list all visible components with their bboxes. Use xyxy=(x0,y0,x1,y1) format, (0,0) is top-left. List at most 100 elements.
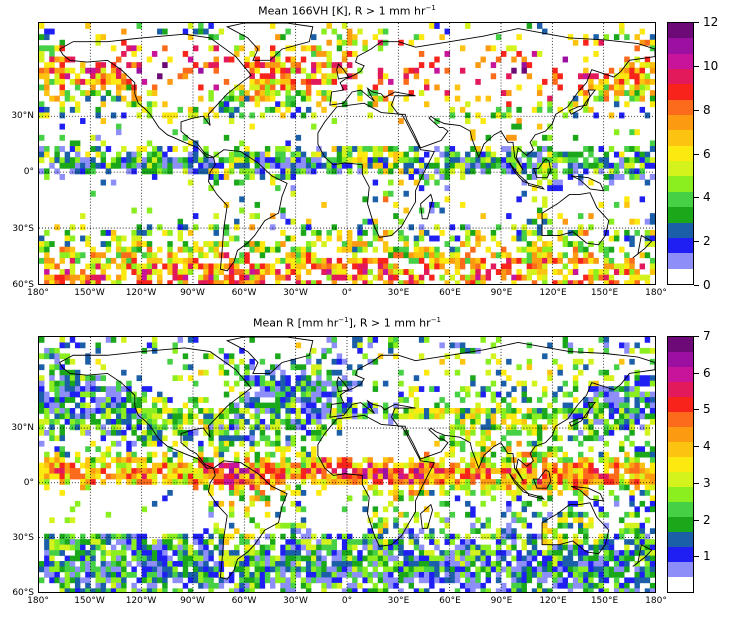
value-cell xyxy=(228,157,235,164)
value-cell xyxy=(151,479,158,485)
value-cell xyxy=(105,73,112,80)
value-cell xyxy=(382,544,389,551)
value-cell xyxy=(126,257,132,264)
value-cell xyxy=(105,566,112,573)
value-cell xyxy=(259,95,266,102)
value-cell xyxy=(480,533,486,540)
value-cell xyxy=(244,555,250,562)
value-cell xyxy=(326,457,332,463)
value-cell xyxy=(95,134,101,141)
value-cell xyxy=(249,588,255,592)
value-cell xyxy=(44,62,50,69)
value-cell xyxy=(608,168,615,175)
value-cell xyxy=(259,566,266,573)
value-cell xyxy=(172,561,178,567)
value-cell xyxy=(593,479,599,485)
value-cell xyxy=(316,375,322,382)
value-cell xyxy=(151,337,158,343)
value-cell xyxy=(634,418,640,425)
value-cell xyxy=(372,246,379,253)
value-cell xyxy=(547,218,553,225)
value-cell xyxy=(490,391,497,398)
value-cell xyxy=(516,571,522,578)
value-cell xyxy=(290,67,296,74)
value-cell xyxy=(536,179,543,186)
value-cell xyxy=(588,561,594,567)
value-cell xyxy=(490,263,497,270)
value-cell xyxy=(521,555,527,562)
value-cell xyxy=(382,561,389,567)
value-cell xyxy=(316,101,322,108)
value-cell xyxy=(516,408,522,414)
value-cell xyxy=(495,424,502,431)
value-cell xyxy=(644,39,651,46)
value-cell xyxy=(326,23,332,29)
value-cell xyxy=(393,506,399,513)
value-cell xyxy=(259,174,266,180)
value-cell xyxy=(275,364,281,371)
value-cell xyxy=(59,174,65,180)
value-cell xyxy=(213,224,219,231)
value-cell xyxy=(526,424,533,431)
value-cell xyxy=(619,528,625,535)
value-cell xyxy=(552,179,558,186)
value-cell xyxy=(126,151,132,158)
value-cell xyxy=(290,151,296,158)
value-cell xyxy=(146,408,153,414)
value-cell xyxy=(100,274,107,281)
value-cell xyxy=(377,39,384,46)
value-cell xyxy=(613,90,620,97)
value-cell xyxy=(608,566,615,573)
value-cell xyxy=(485,446,492,453)
value-cell xyxy=(141,229,148,236)
value-cell xyxy=(172,588,178,592)
value-cell xyxy=(624,162,630,169)
value-cell xyxy=(44,408,50,414)
value-cell xyxy=(644,229,651,236)
value-cell xyxy=(459,263,466,270)
value-cell xyxy=(234,106,240,113)
value-cell xyxy=(80,375,86,382)
value-cell xyxy=(331,369,338,376)
value-cell xyxy=(116,566,122,573)
value-cell xyxy=(357,28,363,35)
value-cell xyxy=(357,571,363,578)
value-cell xyxy=(475,235,481,242)
value-cell xyxy=(177,571,184,578)
value-cell xyxy=(485,134,492,141)
value-cell xyxy=(64,246,71,253)
value-cell xyxy=(367,342,373,349)
value-cell xyxy=(398,252,404,259)
value-cell xyxy=(182,571,189,578)
value-cell xyxy=(424,252,430,259)
value-cell xyxy=(347,479,353,485)
value-cell xyxy=(141,106,148,113)
value-cell xyxy=(177,479,184,485)
value-cell xyxy=(100,550,107,556)
value-cell xyxy=(578,90,584,97)
value-cell xyxy=(613,500,620,507)
value-cell xyxy=(316,577,322,584)
value-cell xyxy=(336,582,343,589)
value-cell xyxy=(362,168,368,175)
value-cell xyxy=(613,269,620,275)
value-cell xyxy=(531,413,538,420)
value-cell xyxy=(172,413,178,420)
value-cell xyxy=(59,56,65,63)
value-cell xyxy=(249,84,255,91)
value-cell xyxy=(593,157,599,164)
value-cell xyxy=(295,62,302,69)
value-cell xyxy=(213,62,219,69)
value-cell xyxy=(388,490,394,496)
value-cell xyxy=(264,424,271,431)
value-cell xyxy=(80,252,86,259)
value-cell xyxy=(208,484,214,491)
value-cell xyxy=(290,397,296,403)
value-cell xyxy=(187,337,194,343)
value-cell xyxy=(485,418,492,425)
value-cell xyxy=(639,67,646,74)
value-cell xyxy=(377,571,384,578)
value-cell xyxy=(578,555,584,562)
value-cell xyxy=(506,500,512,507)
value-cell xyxy=(572,386,579,392)
